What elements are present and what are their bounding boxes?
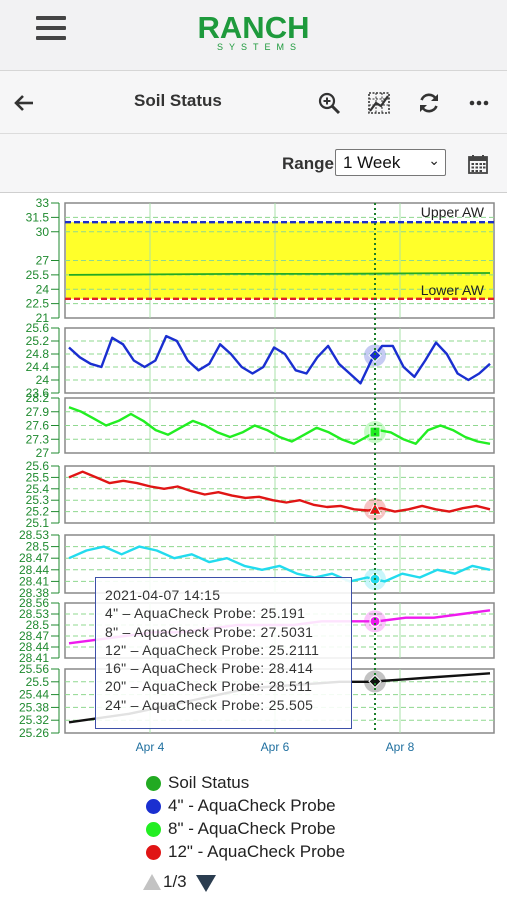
x-tick-label: Apr 4 (136, 740, 165, 754)
y-tick-label: 28.47 (19, 551, 49, 565)
chart-tooltip: 2021-04-07 14:15 4" – AquaCheck Probe: 2… (95, 577, 352, 729)
panel-frame (64, 465, 495, 524)
y-tick-label: 24 (36, 373, 50, 387)
hover-marker (368, 674, 382, 689)
calendar-icon[interactable] (468, 154, 488, 174)
tooltip-row: 4" – AquaCheck Probe: 25.191 (105, 605, 306, 622)
y-tick-label: 30 (36, 225, 50, 239)
panel-frame (64, 327, 495, 394)
range-select[interactable]: 1 Week ⌄ (335, 149, 446, 176)
y-tick-label: 28.41 (19, 574, 49, 588)
legend-label: Soil Status (168, 773, 250, 792)
page-up-icon[interactable] (143, 874, 161, 890)
x-tick-label: Apr 6 (261, 740, 290, 754)
y-tick-label: 24 (36, 282, 50, 296)
panel-frame (64, 397, 495, 454)
y-tick-label: 28.5 (26, 540, 50, 554)
y-tick-label: 31.5 (26, 210, 50, 224)
app-header: RANCH SYSTEMS (0, 0, 507, 71)
legend-dot (146, 776, 161, 791)
tooltip-time: 2021-04-07 14:15 (105, 587, 221, 603)
page-toolbar: Soil Status (0, 71, 507, 134)
y-tick-label: 21 (36, 311, 50, 325)
y-tick-label: 25.3 (26, 493, 50, 507)
y-tick-label: 33 (36, 196, 50, 210)
back-arrow-icon[interactable] (14, 95, 34, 111)
page-title: Soil Status (134, 91, 222, 110)
y-tick-label: 25.1 (26, 516, 50, 530)
series-line (68, 334, 491, 385)
y-tick-label: 27.3 (26, 432, 50, 446)
range-bar: Range 1 Week ⌄ (0, 134, 507, 193)
legend-label: 8" - AquaCheck Probe (168, 819, 336, 838)
hover-marker (368, 348, 382, 363)
refresh-icon[interactable] (417, 91, 441, 115)
range-select-value: 1 Week (343, 153, 401, 172)
legend-dot (146, 845, 161, 860)
y-tick-label: 28.44 (19, 640, 49, 654)
pager-text: 1/3 (163, 872, 187, 891)
y-tick-label: 28.47 (19, 629, 49, 643)
y-tick-label: 25.5 (26, 675, 50, 689)
y-tick-label: 28.41 (19, 651, 49, 665)
tooltip-row: 16" – AquaCheck Probe: 28.414 (105, 660, 314, 677)
legend-dot (146, 822, 161, 837)
y-tick-label: 28.53 (19, 528, 49, 542)
y-tick-label: 25.5 (26, 268, 50, 282)
tooltip-row: 8" – AquaCheck Probe: 27.5031 (105, 623, 314, 640)
lower-aw-label: Lower AW (421, 282, 485, 298)
page-down-icon[interactable] (196, 875, 216, 892)
logo-main-text: RANCH (197, 10, 310, 45)
y-tick-label: 25.6 (26, 459, 50, 473)
y-tick-label: 28.5 (26, 618, 50, 632)
tooltip-row: 24" – AquaCheck Probe: 25.505 (105, 696, 314, 713)
y-tick-label: 25.56 (19, 662, 49, 676)
tooltip-row: 20" – AquaCheck Probe: 28.511 (105, 678, 313, 695)
y-tick-label: 28.44 (19, 563, 49, 577)
y-tick-label: 25.44 (19, 688, 49, 702)
legend-dot (146, 799, 161, 814)
y-tick-label: 25.5 (26, 470, 50, 484)
y-tick-label: 25.26 (19, 726, 49, 740)
hover-marker (369, 615, 381, 627)
y-tick-label: 28.2 (26, 391, 50, 405)
hover-marker (369, 426, 381, 438)
y-tick-label: 28.56 (19, 596, 49, 610)
y-tick-label: 27.6 (26, 419, 50, 433)
chart-grid-icon[interactable] (367, 91, 391, 115)
more-icon[interactable] (467, 91, 491, 115)
y-tick-label: 27 (36, 446, 50, 460)
series-line (68, 470, 491, 513)
y-tick-label: 24.8 (26, 347, 50, 361)
y-tick-label: 27.9 (26, 405, 50, 419)
upper-aw-label: Upper AW (421, 204, 485, 220)
range-label: Range (282, 154, 334, 173)
ranch-systems-logo: RANCH SYSTEMS (0, 10, 507, 53)
y-tick-label: 25.32 (19, 713, 49, 727)
y-tick-label: 23.6 (26, 386, 50, 400)
logo-sub-text: SYSTEMS (216, 42, 302, 52)
x-tick-label: Apr 8 (386, 740, 415, 754)
series-line (68, 272, 491, 276)
series-line (68, 545, 491, 583)
y-tick-label: 28.38 (19, 586, 49, 600)
legend-label: 12" - AquaCheck Probe (168, 842, 346, 861)
menu-icon[interactable] (36, 16, 66, 44)
legend-label: 4" - AquaCheck Probe (168, 796, 336, 815)
y-tick-label: 25.38 (19, 700, 49, 714)
y-tick-label: 25.4 (26, 482, 50, 496)
y-tick-label: 27 (36, 254, 50, 268)
y-tick-label: 22.5 (26, 297, 50, 311)
y-tick-label: 25.2 (26, 334, 50, 348)
y-tick-label: 25.2 (26, 505, 50, 519)
tooltip-row: 12" – AquaCheck Probe: 25.2111 (105, 641, 320, 658)
y-tick-label: 28.53 (19, 607, 49, 621)
y-tick-label: 24.4 (26, 360, 50, 374)
series-line (68, 406, 491, 446)
y-tick-label: 25.6 (26, 321, 50, 335)
zoom-icon[interactable] (317, 91, 341, 115)
chevron-down-icon: ⌄ (428, 152, 440, 168)
